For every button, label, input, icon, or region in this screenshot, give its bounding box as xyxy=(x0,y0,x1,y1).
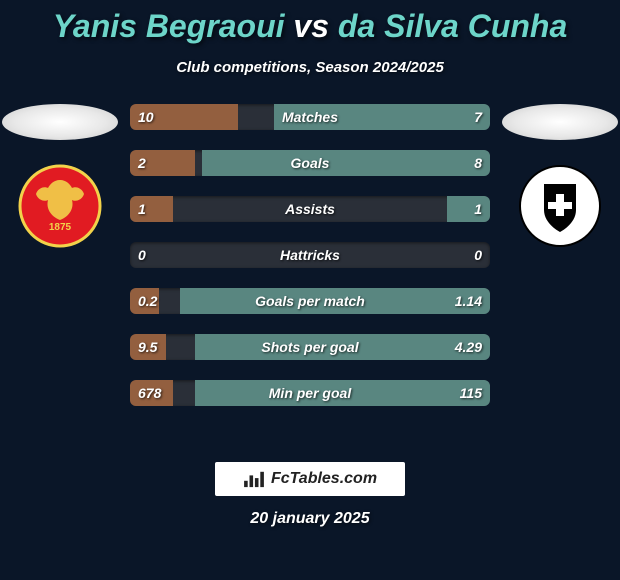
stat-row: 1 1Assists xyxy=(130,196,490,222)
stat-value-left: 0.2 xyxy=(130,288,165,314)
stat-fill-right xyxy=(180,288,490,314)
stat-value-right: 0 xyxy=(466,242,490,268)
brand-text: FcTables.com xyxy=(271,470,377,488)
left-ellipse xyxy=(2,104,118,140)
title-player1: Yanis Begraoui xyxy=(53,8,285,44)
stat-value-right: 1 xyxy=(466,196,490,222)
stat-row: 107Matches xyxy=(130,104,490,130)
stat-row: 678115Min per goal xyxy=(130,380,490,406)
footer: FcTables.com 20 january 2025 xyxy=(0,462,620,528)
stat-fill-right xyxy=(202,150,490,176)
stat-value-left: 10 xyxy=(130,104,162,130)
vitoria-crest-icon xyxy=(518,164,602,248)
brand-badge: FcTables.com xyxy=(215,462,405,496)
stat-fill-right xyxy=(274,104,490,130)
stat-row: 9.54.29Shots per goal xyxy=(130,334,490,360)
stat-value-left: 9.5 xyxy=(130,334,165,360)
stat-fill-right xyxy=(195,380,490,406)
stat-value-right: 1.14 xyxy=(447,288,490,314)
stat-bars: 107Matches28Goals11Assists00Hattricks0.2… xyxy=(130,104,490,406)
stat-row: 0 0Hattricks xyxy=(130,242,490,268)
stat-value-right: 115 xyxy=(452,380,490,406)
stat-value-right: 4.29 xyxy=(447,334,490,360)
chart-bars-icon xyxy=(243,470,265,488)
right-ellipse xyxy=(502,104,618,140)
stat-value-right: 7 xyxy=(466,104,490,130)
stat-row: 28Goals xyxy=(130,150,490,176)
stat-label: Hattricks xyxy=(130,242,490,268)
stat-value-left: 678 xyxy=(130,380,169,406)
svg-text:1875: 1875 xyxy=(49,222,72,233)
left-team-column: 1875 xyxy=(0,104,120,248)
left-crest: 1875 xyxy=(18,164,102,248)
page-title: Yanis Begraoui vs da Silva Cunha xyxy=(0,0,620,45)
comparison-area: 1875 107Matches28Goals11Assists00Hattric… xyxy=(0,104,620,444)
right-crest xyxy=(518,164,602,248)
title-vs: vs xyxy=(293,8,329,44)
subtitle: Club competitions, Season 2024/2025 xyxy=(0,59,620,76)
stat-fill-right xyxy=(195,334,490,360)
date-text: 20 january 2025 xyxy=(250,510,369,528)
stat-value-left: 0 xyxy=(130,242,154,268)
stat-label: Assists xyxy=(130,196,490,222)
stat-row: 0.21.14Goals per match xyxy=(130,288,490,314)
right-team-column xyxy=(500,104,620,248)
title-player2: da Silva Cunha xyxy=(338,8,567,44)
stat-value-left: 2 xyxy=(130,150,154,176)
newtown-crest-icon: 1875 xyxy=(18,164,102,248)
stat-value-left: 1 xyxy=(130,196,154,222)
stat-value-right: 8 xyxy=(466,150,490,176)
